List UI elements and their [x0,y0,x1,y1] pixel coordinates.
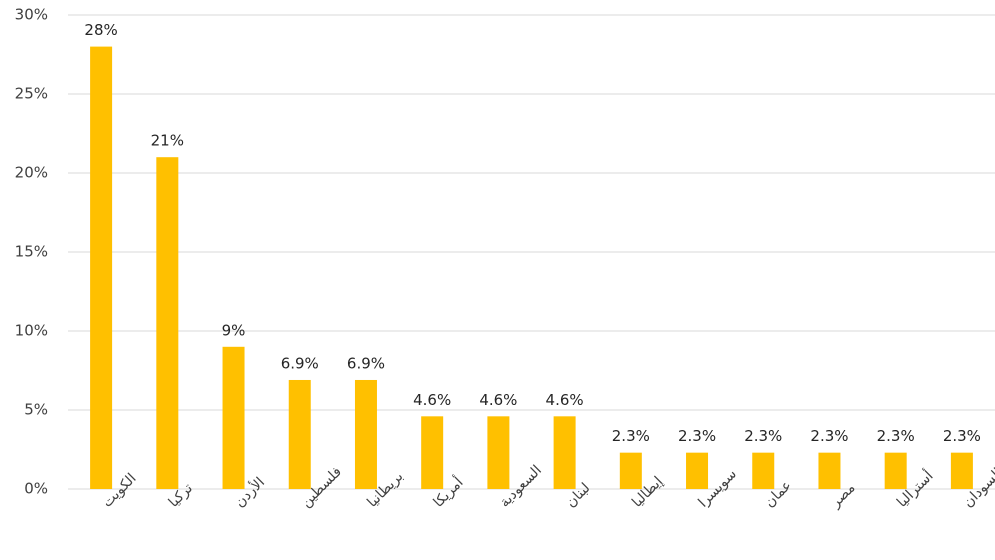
bar [686,452,709,489]
value-label: 4.6% [413,391,451,409]
value-label: 2.3% [877,427,915,445]
value-label: 28% [84,21,117,39]
y-tick-label: 30% [15,6,48,24]
value-label: 9% [222,321,246,339]
bar [818,452,841,489]
value-label: 6.9% [281,354,319,372]
bar [421,416,444,489]
bar [619,452,642,489]
bar [90,46,113,489]
y-tick-label: 0% [24,480,48,498]
value-label: 6.9% [347,354,385,372]
bar [553,416,576,489]
y-tick-label: 5% [24,401,48,419]
bar [884,452,907,489]
value-label: 4.6% [546,391,584,409]
y-tick-label: 20% [15,164,48,182]
bar [288,379,311,489]
value-label: 2.3% [678,427,716,445]
bar [752,452,775,489]
value-label: 4.6% [479,391,517,409]
value-label: 2.3% [810,427,848,445]
bar [950,452,973,489]
y-tick-label: 15% [15,243,48,261]
y-tick-label: 25% [15,85,48,103]
bar [487,416,510,489]
y-tick-label: 10% [15,322,48,340]
bar [354,379,377,489]
value-label: 2.3% [612,427,650,445]
bar [156,157,179,489]
value-label: 2.3% [744,427,782,445]
value-label: 21% [151,132,184,150]
bar [222,346,245,489]
value-label: 2.3% [943,427,981,445]
